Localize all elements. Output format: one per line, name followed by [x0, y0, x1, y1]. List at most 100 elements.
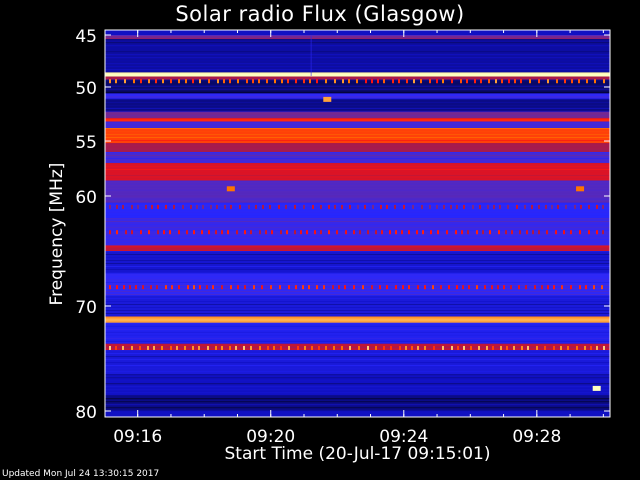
interference-speck	[556, 79, 558, 84]
interference-speck	[278, 204, 280, 209]
band-texture-line	[105, 389, 610, 391]
interference-speck	[258, 79, 260, 84]
band-texture-line	[105, 273, 610, 274]
interference-speck	[446, 230, 448, 235]
x-tick-label: 09:28	[512, 427, 561, 447]
frequency-band	[105, 163, 610, 181]
interference-speck	[403, 204, 405, 209]
interference-speck	[333, 345, 335, 350]
band-texture-line	[105, 285, 610, 286]
band-texture-line	[105, 331, 610, 333]
band-texture-line	[105, 295, 610, 296]
interference-speck	[192, 79, 194, 84]
interference-speck	[565, 204, 567, 209]
interference-speck	[588, 230, 590, 235]
frequency-band	[105, 93, 610, 99]
interference-speck	[508, 79, 510, 84]
frequency-band	[105, 218, 610, 246]
interference-speck	[157, 204, 159, 209]
interference-speck	[303, 79, 305, 84]
interference-speck	[541, 285, 543, 290]
interference-speck	[140, 230, 142, 235]
interference-speck	[302, 285, 304, 290]
band-texture-line	[105, 404, 610, 406]
interference-speck	[170, 79, 172, 84]
interference-speck	[131, 204, 133, 209]
interference-speck	[285, 204, 287, 209]
band-texture-line	[105, 211, 610, 213]
interference-speck	[148, 230, 150, 235]
interference-speck	[476, 230, 478, 235]
band-texture-line	[105, 248, 610, 250]
interference-speck	[466, 79, 468, 84]
interference-speck	[489, 230, 491, 235]
band-texture-line	[105, 214, 610, 216]
interference-speck	[503, 285, 505, 290]
interference-speck	[271, 230, 273, 235]
band-texture-line	[105, 152, 610, 153]
interference-speck	[288, 285, 290, 290]
band-texture-line	[105, 60, 610, 62]
frequency-band	[105, 76, 610, 80]
interference-speck	[279, 285, 281, 290]
band-texture-line	[105, 343, 610, 345]
band-texture-line	[105, 38, 610, 39]
y-tick-label: 70	[75, 298, 97, 318]
band-texture-line	[105, 57, 610, 59]
band-texture-line	[105, 386, 610, 388]
interference-speck	[588, 204, 590, 209]
interference-speck	[365, 79, 367, 84]
interference-speck	[531, 204, 533, 209]
band-texture-line	[105, 198, 610, 200]
interference-speck	[510, 285, 512, 290]
band-texture-line	[105, 201, 610, 203]
band-texture-line	[105, 45, 610, 47]
interference-speck	[185, 79, 187, 84]
band-texture-line	[105, 374, 610, 376]
band-texture-line	[105, 251, 610, 252]
interference-speck	[590, 345, 592, 350]
interference-speck	[408, 285, 410, 290]
interference-speck	[178, 230, 180, 235]
band-texture-line	[105, 195, 610, 197]
interference-speck	[402, 285, 404, 290]
band-texture-line	[105, 224, 610, 225]
interference-speck	[208, 230, 210, 235]
band-texture-line	[105, 294, 610, 295]
band-texture-line	[105, 266, 610, 267]
band-texture-line	[105, 161, 610, 162]
interference-speck	[336, 230, 338, 235]
band-texture-line	[105, 35, 610, 36]
interference-speck	[140, 79, 142, 84]
burst-hotspot	[576, 186, 585, 192]
interference-speck	[109, 230, 111, 235]
interference-speck	[544, 345, 546, 350]
interference-speck	[236, 230, 238, 235]
interference-speck	[421, 204, 423, 209]
interference-speck	[560, 345, 562, 350]
band-texture-line	[105, 166, 610, 167]
interference-speck	[395, 230, 397, 235]
interference-speck	[295, 79, 297, 84]
interference-speck	[192, 345, 194, 350]
interference-speck	[499, 204, 501, 209]
interference-speck	[308, 285, 310, 290]
interference-speck	[417, 285, 419, 290]
band-texture-line	[105, 137, 610, 139]
interference-speck	[470, 345, 472, 350]
interference-speck	[430, 230, 432, 235]
interference-speck	[436, 204, 438, 209]
interference-speck	[212, 285, 214, 290]
interference-speck	[115, 345, 117, 350]
interference-speck	[137, 204, 139, 209]
interference-speck	[116, 285, 118, 290]
interference-speck	[586, 79, 588, 84]
interference-speck	[429, 79, 431, 84]
y-axis-label: Frequency [MHz]	[47, 162, 67, 306]
interference-speck	[364, 204, 366, 209]
interference-speck	[312, 204, 314, 209]
interference-speck	[341, 345, 343, 350]
interference-speck	[443, 204, 445, 209]
y-tick-label: 80	[75, 403, 97, 423]
band-texture-line	[105, 377, 610, 379]
